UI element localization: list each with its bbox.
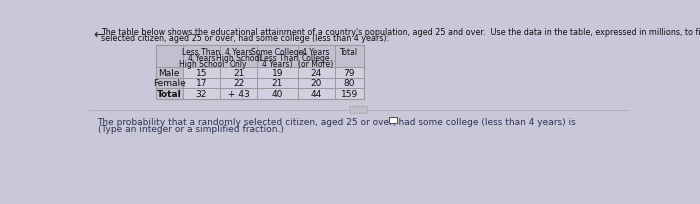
Text: 80: 80 <box>344 79 355 88</box>
Text: College: College <box>302 54 330 63</box>
Text: 21: 21 <box>233 68 244 77</box>
Text: Only: Only <box>230 60 247 69</box>
Text: 21: 21 <box>272 79 283 88</box>
Text: Male: Male <box>158 68 180 77</box>
Bar <box>155 46 364 100</box>
Bar <box>389 118 397 124</box>
Text: The probability that a randomly selected citizen, aged 25 or over, had some coll: The probability that a randomly selected… <box>97 117 576 126</box>
Text: 159: 159 <box>341 90 358 99</box>
Text: 24: 24 <box>311 68 322 77</box>
Text: 22: 22 <box>233 79 244 88</box>
Text: 79: 79 <box>344 68 355 77</box>
Text: The table below shows the educational attainment of a country's population, aged: The table below shows the educational at… <box>102 28 700 37</box>
Text: High School: High School <box>216 54 261 63</box>
Text: (Less Than: (Less Than <box>257 54 298 63</box>
Text: Female: Female <box>153 79 186 88</box>
Text: (or More): (or More) <box>298 60 334 69</box>
Text: 15: 15 <box>196 68 207 77</box>
Bar <box>155 67 183 100</box>
Text: 4 Years: 4 Years <box>302 48 330 57</box>
Text: 19: 19 <box>272 68 283 77</box>
Text: 40: 40 <box>272 90 283 99</box>
Text: 20: 20 <box>310 79 322 88</box>
Text: 4 Years: 4 Years <box>188 54 215 63</box>
Text: Less Than: Less Than <box>182 48 220 57</box>
Text: Some College: Some College <box>251 48 304 57</box>
Text: High School: High School <box>178 60 224 69</box>
Text: (Type an integer or a simplified fraction.): (Type an integer or a simplified fractio… <box>97 125 284 134</box>
Text: 4 Years): 4 Years) <box>262 60 293 69</box>
Text: selected citizen, aged 25 or over, had some college (less than 4 years):: selected citizen, aged 25 or over, had s… <box>102 34 390 43</box>
Text: ←: ← <box>93 29 104 42</box>
FancyBboxPatch shape <box>350 107 368 114</box>
Bar <box>155 46 364 67</box>
Text: 44: 44 <box>311 90 322 99</box>
Text: + 43: + 43 <box>228 90 249 99</box>
Text: 32: 32 <box>196 90 207 99</box>
Text: 17: 17 <box>196 79 207 88</box>
Text: Total: Total <box>340 48 358 57</box>
Text: Total: Total <box>157 90 181 99</box>
Text: 4 Years: 4 Years <box>225 48 253 57</box>
